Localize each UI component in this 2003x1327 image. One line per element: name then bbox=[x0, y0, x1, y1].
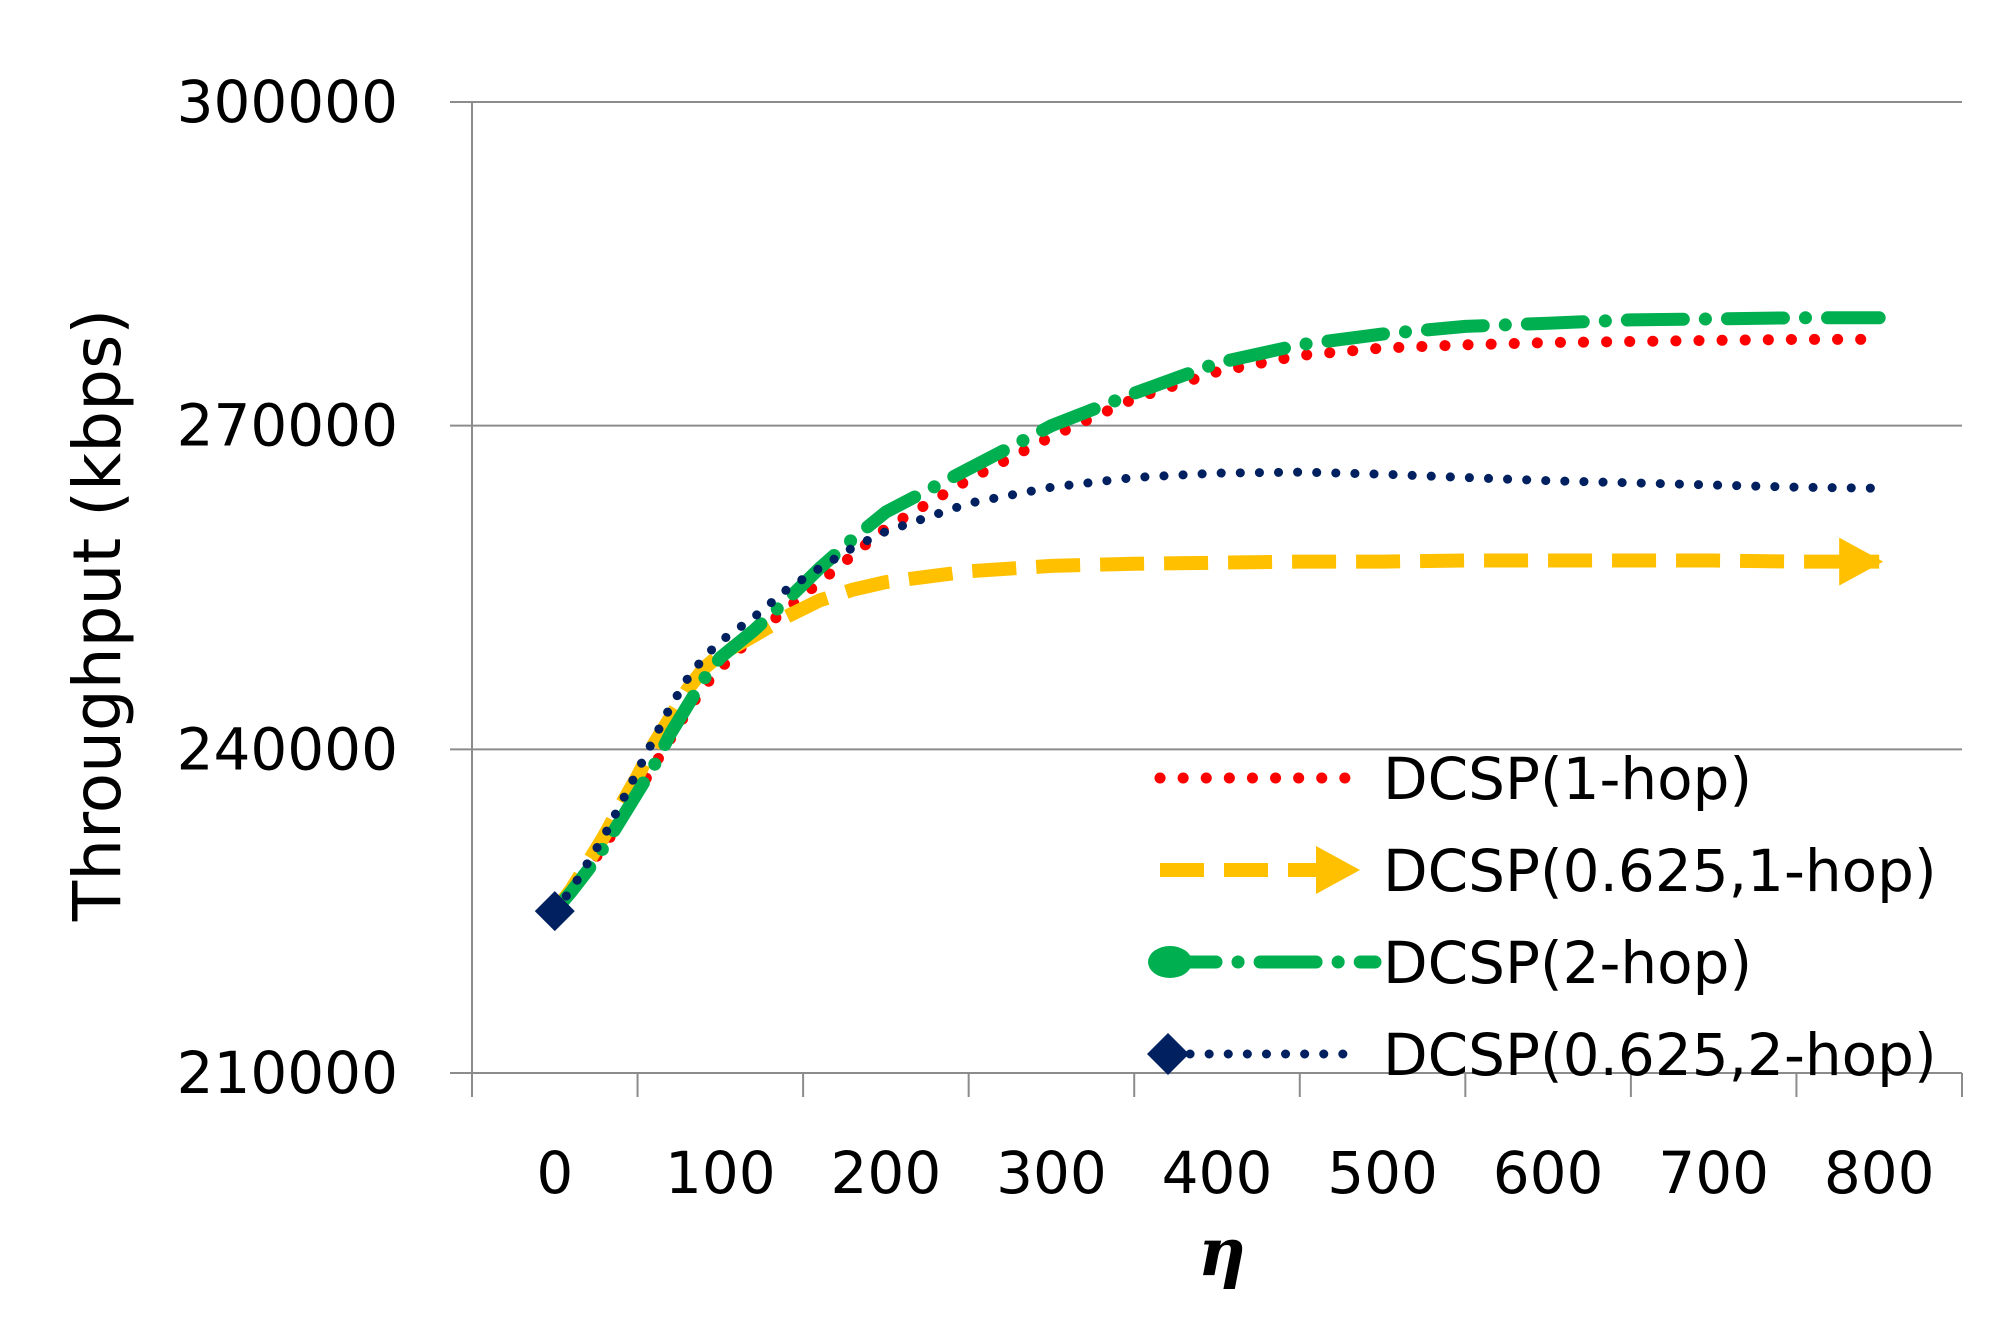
tick-labels: 210000 240000 270000 300000 0 100 200 300 400 500… bbox=[177, 68, 1935, 1207]
legend-item: DCSP(0.625,2-hop) bbox=[1147, 1021, 1937, 1089]
legend-marker bbox=[1148, 946, 1192, 978]
x-tick-label: 500 bbox=[1327, 1139, 1438, 1207]
axes bbox=[471, 102, 1963, 1097]
legend-label: DCSP(0.625,1-hop) bbox=[1383, 837, 1937, 905]
gridlines bbox=[450, 101, 1962, 1074]
series bbox=[534, 311, 1886, 932]
legend-label: DCSP(2-hop) bbox=[1383, 929, 1752, 997]
x-tick-label: 600 bbox=[1493, 1139, 1604, 1207]
y-tick-label: 300000 bbox=[177, 68, 398, 136]
legend-label: DCSP(1-hop) bbox=[1383, 745, 1752, 813]
x-tick-label: 100 bbox=[665, 1139, 776, 1207]
x-tick-label: 800 bbox=[1824, 1139, 1935, 1207]
series-line bbox=[548, 311, 1886, 918]
legend-item: DCSP(0.625,1-hop) bbox=[1160, 837, 1937, 905]
data-point-marker bbox=[534, 891, 575, 932]
x-tick-label: 200 bbox=[831, 1139, 942, 1207]
y-tick-label: 240000 bbox=[177, 715, 398, 783]
legend-label: DCSP(0.625,2-hop) bbox=[1383, 1021, 1937, 1089]
legend: DCSP(1-hop) DCSP(0.625,1-hop) DCSP(2-hop) D… bbox=[1147, 745, 1937, 1089]
x-tick-label: 0 bbox=[536, 1139, 573, 1207]
legend-arrow-icon bbox=[1316, 846, 1360, 894]
series-line bbox=[549, 537, 1884, 916]
x-tick-label: 700 bbox=[1658, 1139, 1769, 1207]
legend-item: DCSP(2-hop) bbox=[1148, 929, 1752, 997]
x-tick-label: 300 bbox=[996, 1139, 1107, 1207]
x-tick-label: 400 bbox=[1162, 1139, 1273, 1207]
legend-item: DCSP(1-hop) bbox=[1154, 745, 1752, 813]
legend-diamond-icon bbox=[1147, 1033, 1189, 1075]
x-axis-title: η bbox=[1198, 1213, 1246, 1291]
y-tick-label: 210000 bbox=[177, 1039, 398, 1107]
y-tick-label: 270000 bbox=[177, 392, 398, 460]
y-axis-title: Throughput (kbps) bbox=[59, 309, 136, 922]
series-line bbox=[550, 467, 1884, 916]
